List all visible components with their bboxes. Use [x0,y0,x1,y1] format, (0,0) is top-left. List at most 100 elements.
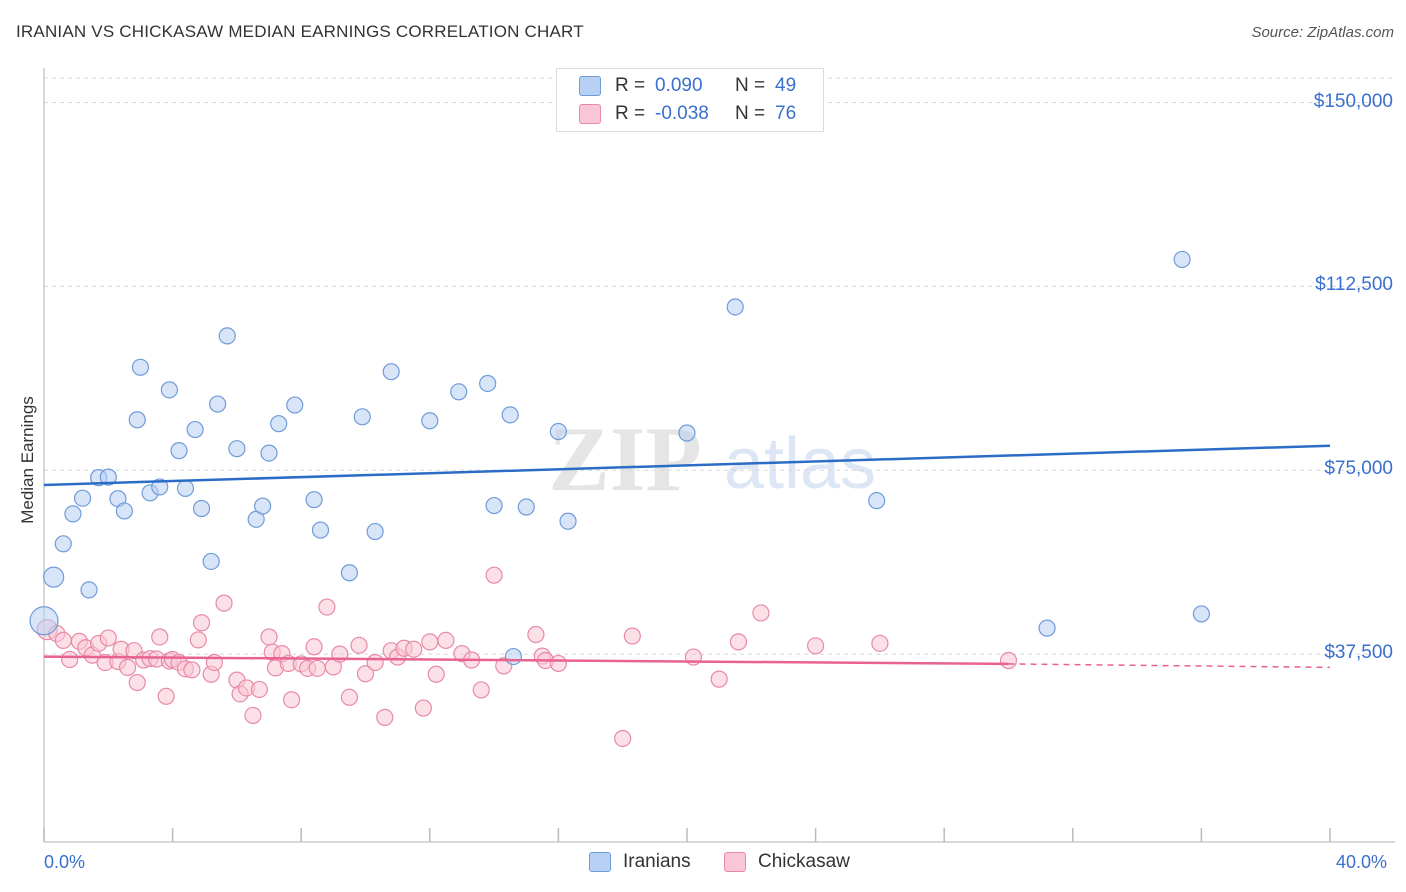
iranian-point [504,647,522,666]
chickasaw-point [305,638,323,656]
iranian-point [64,505,82,523]
legend-row-iranians: R = 0.090 N = 49 [579,74,796,98]
chickasaw-point [99,629,117,647]
chickasaw-point [437,631,455,650]
chickasaw-point [405,640,423,658]
iranian-point [311,521,330,539]
chickasaw-point [183,661,201,679]
iranian-point [192,499,211,518]
iranian-point [128,411,146,429]
chickasaw-point [485,566,503,584]
chickasaw-point [192,614,211,632]
iranian-point [131,358,150,376]
correlation-legend: R = 0.090 N = 49 R = -0.038 N = 76 [556,68,824,132]
iranian-point [270,415,288,433]
chickasaw-point [752,604,770,622]
bottom-legend-chickasaw: Chickasaw [724,851,850,873]
iranian-point [501,406,519,424]
legend-r-value: 0.090 [655,75,703,96]
iranian-point [286,396,304,414]
legend-n-value: 49 [775,75,797,96]
iranian-point [421,412,439,430]
chickasaw-trend-extension [1008,663,1331,669]
chickasaw-point [527,625,545,644]
chickasaw-point [282,691,301,709]
y-tick-label: $37,500 [1324,642,1393,664]
legend-n-label: N = [735,103,766,124]
iranians-swatch [579,76,601,96]
iranian-point [170,442,188,460]
chickasaw-point [871,634,889,652]
gridlines [44,77,1395,655]
chickasaw-point [421,633,439,651]
axes [43,68,1395,843]
chickasaw-point [215,594,233,612]
chickasaw-point [427,665,445,683]
chickasaw-point [128,673,146,692]
legend-n-label: N = [735,75,766,96]
x-tick-label-min: 0.0% [44,852,86,872]
iranian-point [202,552,220,571]
chickasaw-swatch [724,852,746,872]
iranian-point [868,492,886,510]
iranian-point [678,424,696,442]
chickasaw-point [549,654,568,673]
legend-n-value: 76 [775,103,797,124]
iranian-point [517,498,535,516]
iranian-point [726,298,744,316]
chickasaw-point [999,651,1018,670]
watermark-zip: ZIP [548,408,701,510]
chickasaw-point [189,631,207,649]
chickasaw-point [356,665,375,683]
chickasaw-point [118,658,137,676]
chart-title: IRANIAN VS CHICKASAW MEDIAN EARNINGS COR… [16,22,584,41]
chickasaw-point [250,680,269,699]
chickasaw-point [366,653,384,672]
iranian-point [254,497,272,515]
chickasaw-point [710,670,728,688]
x-tick-label-max: 40.0% [1336,852,1388,872]
iranian-point [353,408,371,426]
chickasaw-point [472,681,490,699]
chickasaw-point [340,688,359,706]
iranian-point [340,564,359,582]
iranian-point [450,383,468,401]
chickasaw-point [260,628,278,646]
iranian-point [382,363,400,381]
chickasaw-point [61,650,79,669]
chickasaw-point [614,729,632,748]
iranian-point [260,444,278,462]
iranian-point [186,420,204,439]
iranian-point [43,566,65,588]
chickasaw-point [157,687,175,705]
iranian-point [485,496,503,515]
legend-r-value: -0.038 [655,103,709,124]
iranian-point [479,374,497,393]
iranians-swatch [589,852,611,872]
watermark: ZIP atlas [548,408,876,510]
legend-r-label: R = [615,75,646,96]
y-tick-label: $75,000 [1324,458,1393,480]
bottom-legend-label: Chickasaw [758,851,850,872]
chickasaw-point [623,627,641,645]
iranian-point [1192,605,1211,623]
source-credit: Source: ZipAtlas.com [1251,24,1394,41]
trend-lines [43,444,1331,669]
y-tick-label: $112,500 [1315,274,1393,296]
iranian-point [209,395,227,413]
legend-row-chickasaw: R = -0.038 N = 76 [579,102,796,126]
chickasaw-point [244,706,262,725]
iranian-point [73,489,92,507]
chickasaw-trend-line [43,655,1009,666]
iranian-point [1038,619,1056,637]
chickasaw-point [151,628,169,646]
iranian-point [1173,250,1191,269]
iranian-point [160,381,178,399]
chickasaw-point [318,598,336,616]
iranian-point [80,581,98,599]
legend-r-label: R = [615,103,646,124]
iranian-point [99,468,117,486]
iranian-point [29,606,59,636]
iranian-point [176,479,195,497]
